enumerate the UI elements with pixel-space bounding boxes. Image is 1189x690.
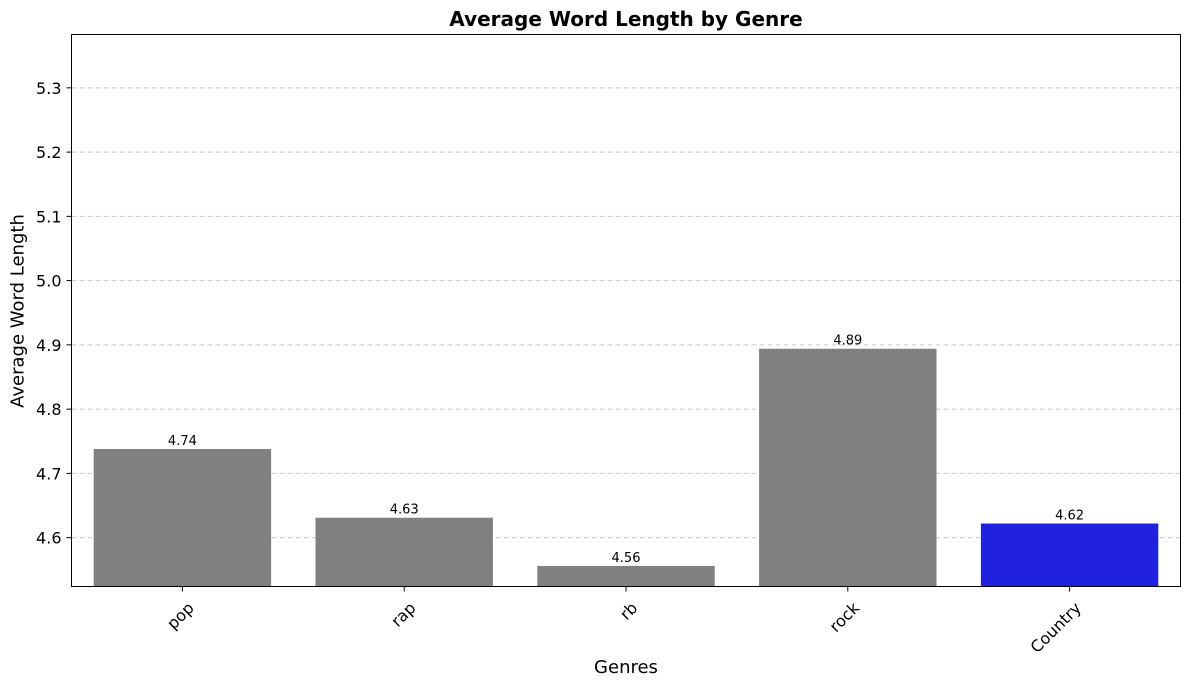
bar-rb [537,565,715,587]
bar-pop [93,448,272,587]
y-tick-label: 4.8 [36,400,61,419]
x-tick-label: rap [387,598,419,630]
value-labels: 4.74 4.63 4.56 4.89 4.62 [168,334,1084,566]
x-axis-label: Genres [594,657,658,678]
bars [93,348,1159,587]
y-tick-label: 5.3 [36,79,61,98]
chart-title: Average Word Length by Genre [449,7,803,31]
value-label: 4.62 [1055,509,1084,524]
value-label: 4.89 [833,334,862,349]
y-tick-label: 5.0 [36,272,61,291]
y-tick-label: 5.2 [36,143,61,162]
x-tick-label: Country [1027,598,1085,656]
y-ticks: 4.6 4.7 4.8 4.9 5.0 5.1 5.2 5.3 [36,79,72,548]
plot-frame [71,34,1181,587]
y-tick-label: 4.9 [36,336,61,355]
value-label: 4.74 [168,434,197,449]
value-label: 4.63 [390,503,419,518]
x-ticks: pop rap rb rock Country [163,586,1085,657]
x-tick-label: rock [826,598,864,636]
x-tick-label: rb [616,598,641,623]
x-tick-label: pop [163,598,198,633]
value-label: 4.56 [612,551,641,566]
y-tick-label: 5.1 [36,207,61,226]
y-tick-label: 4.6 [36,529,61,548]
bar-rock [759,348,937,587]
bar-rap [315,517,493,587]
bar-country [980,523,1159,587]
y-tick-label: 4.7 [36,464,61,483]
